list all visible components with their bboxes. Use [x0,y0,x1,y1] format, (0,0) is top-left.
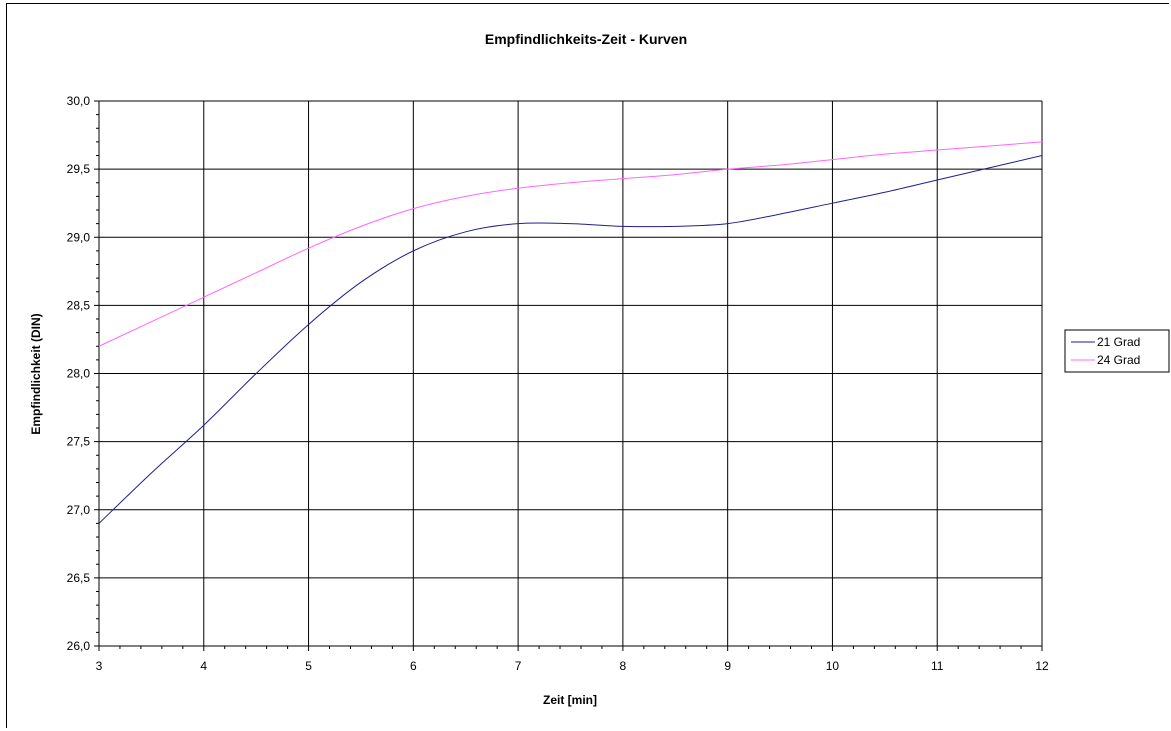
axes: 26,0 26,5 27,0 27,5 28,0 28,5 29,0 29,5 30,0 3 4 5 6… [67,94,1049,673]
y-tick-label: 30,0 [67,94,91,108]
y-tick-label: 27,0 [67,503,91,517]
y-tick-label: 29,0 [67,230,91,244]
x-tick-label: 8 [620,659,627,673]
x-axis-label: Zeit [min] [543,693,597,707]
series-line-21-grad [98,155,1043,524]
y-axis-label: Empfindlichkeit (DIN) [29,313,43,434]
x-tick-label: 7 [515,659,522,673]
y-tick-label: 28,0 [67,367,91,381]
x-tick-label: 10 [826,659,840,673]
legend: 21 Grad 24 Grad [1064,329,1170,373]
y-tick-label: 28,5 [67,298,91,312]
y-tick-label: 26,5 [67,571,91,585]
series-lines [98,141,1043,524]
x-tick-label: 5 [305,659,312,673]
x-tick-label: 3 [96,659,103,673]
x-tick-label: 9 [724,659,731,673]
y-tick-label: 26,0 [67,639,91,653]
series-line-24-grad [98,141,1043,347]
legend-label-21-grad: 21 Grad [1097,335,1140,349]
chart-title: Empfindlichkeits-Zeit - Kurven [485,31,687,47]
y-tick-label: 27,5 [67,435,91,449]
chart-frame [6,3,1169,728]
x-tick-label: 12 [1035,659,1049,673]
x-tick-label: 6 [410,659,417,673]
legend-box [1064,329,1170,373]
legend-label-24-grad: 24 Grad [1097,353,1140,367]
x-tick-label: 11 [931,659,944,673]
x-tick-label: 4 [200,659,207,673]
y-tick-label: 29,5 [67,162,91,176]
